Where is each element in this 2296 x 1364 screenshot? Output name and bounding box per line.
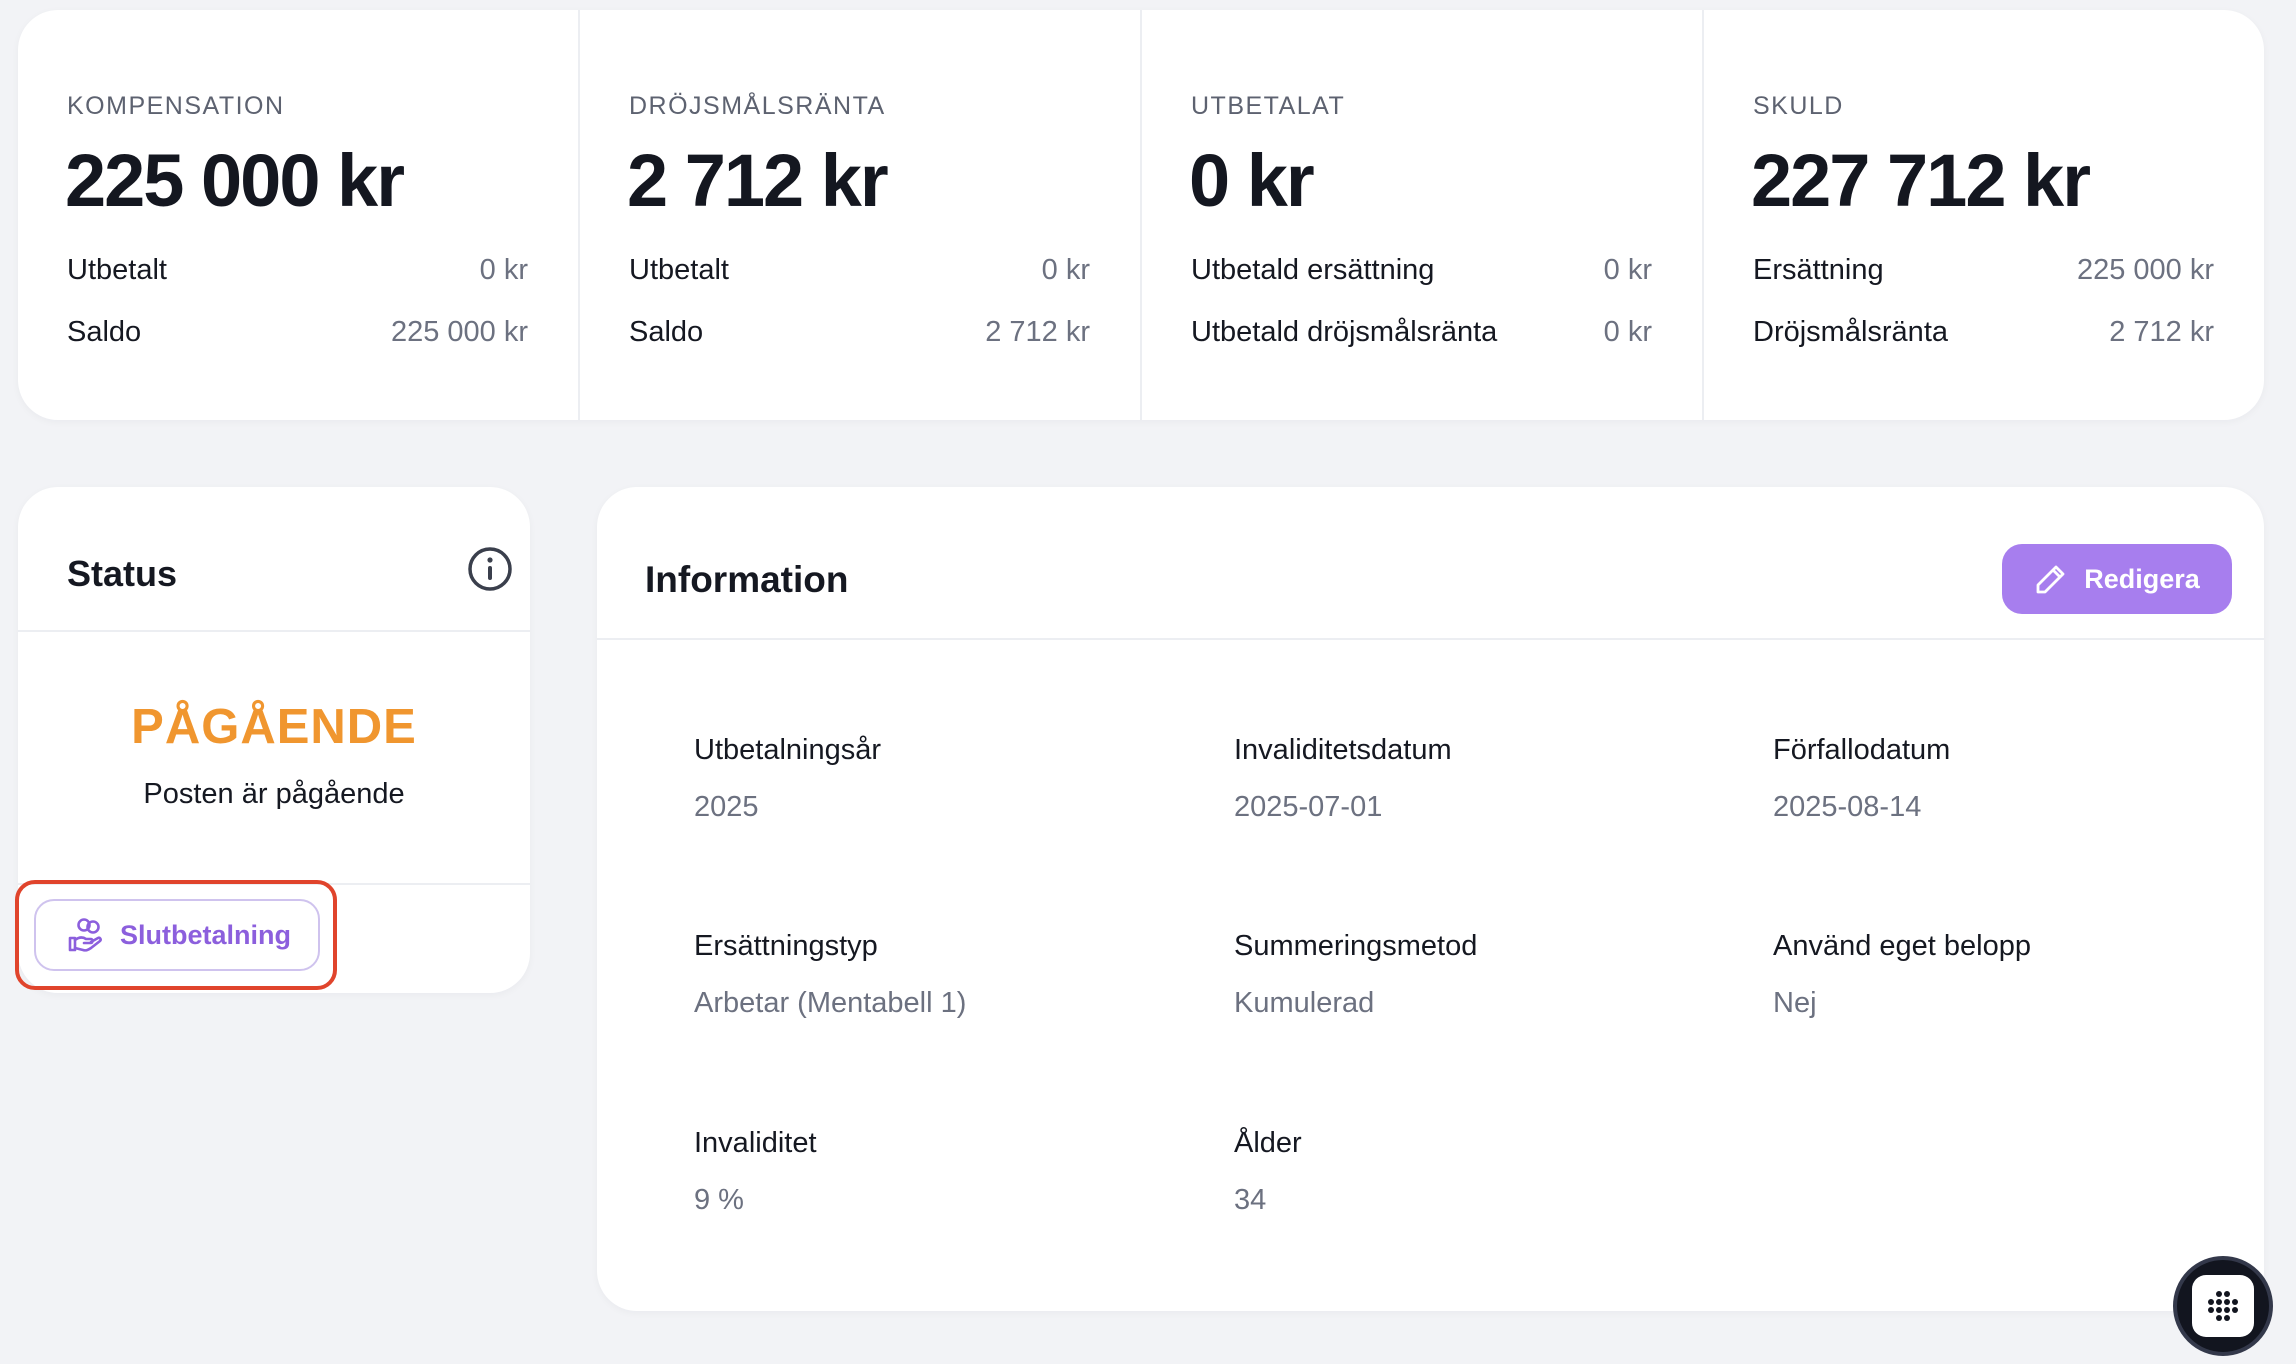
row-label: Utbetalt: [67, 254, 167, 286]
stat-row: Saldo 225 000 kr: [67, 316, 528, 349]
row-label: Dröjsmålsränta: [1753, 316, 1948, 348]
row-value: 225 000 kr: [2076, 254, 2214, 286]
field-label: Förfallodatum: [1773, 734, 1951, 766]
dots-grid-icon: [2192, 1275, 2254, 1337]
field-value: 2025: [694, 791, 759, 823]
row-label: Utbetald dröjsmålsränta: [1191, 316, 1498, 348]
stat-value: 225 000 kr: [65, 139, 405, 222]
row-label: Saldo: [629, 316, 704, 348]
field-value: 34: [1234, 1184, 1267, 1216]
stat-paid: UTBETALAT 0 kr Utbetald ersättning 0 kr …: [1140, 10, 1702, 420]
field-own-amount: Använd eget belopp Nej: [1773, 930, 2031, 1020]
stat-value: 2 712 kr: [627, 139, 889, 222]
field-label: Ersättningstyp: [694, 930, 878, 962]
row-label: Ersättning: [1753, 254, 1884, 286]
stat-row: Ersättning 225 000 kr: [1753, 254, 2214, 287]
divider: [18, 630, 530, 632]
status-card: Status PÅGÅENDE Posten är pågående Slutb…: [15, 487, 530, 993]
help-widget-button[interactable]: [2173, 1256, 2273, 1356]
field-label: Invaliditetsdatum: [1234, 734, 1452, 766]
row-label: Utbetald ersättning: [1191, 254, 1435, 286]
field-value: Nej: [1773, 987, 1817, 1019]
stat-compensation: KOMPENSATION 225 000 kr Utbetalt 0 kr Sa…: [18, 10, 578, 420]
stat-row: Saldo 2 712 kr: [629, 316, 1090, 349]
status-title: Status: [67, 553, 178, 594]
stat-label: SKULD: [1753, 92, 1844, 120]
info-icon[interactable]: [466, 545, 514, 593]
edit-label: Redigera: [2084, 563, 2200, 594]
stat-row: Utbetalt 0 kr: [67, 254, 528, 287]
field-payment-year: Utbetalningsår 2025: [694, 734, 881, 824]
stat-label: KOMPENSATION: [67, 92, 285, 120]
hand-coins-icon: [68, 918, 102, 952]
row-value: 2 712 kr: [2109, 316, 2214, 348]
stat-row: Utbetald dröjsmålsränta 0 kr: [1191, 316, 1652, 349]
edit-button[interactable]: Redigera: [2002, 544, 2232, 614]
field-label: Invaliditet: [694, 1127, 817, 1159]
stat-debt: SKULD 227 712 kr Ersättning 225 000 kr D…: [1702, 10, 2264, 420]
field-compensation-type: Ersättningstyp Arbetar (Mentabell 1): [694, 930, 966, 1020]
information-card: Information Redigera Utbetalningsår 2025…: [597, 487, 2264, 1311]
row-label: Saldo: [67, 316, 142, 348]
field-value: 9 %: [694, 1184, 744, 1216]
field-label: Ålder: [1234, 1127, 1302, 1159]
field-value: 2025-08-14: [1773, 791, 1922, 823]
final-payment-label: Slutbetalning: [120, 919, 291, 950]
row-value: 0 kr: [1603, 254, 1652, 286]
final-payment-highlight: Slutbetalning: [15, 880, 337, 990]
stat-value: 0 kr: [1189, 139, 1315, 222]
field-value: Kumulerad: [1234, 987, 1375, 1019]
field-disability-date: Invaliditetsdatum 2025-07-01: [1234, 734, 1452, 824]
field-age: Ålder 34: [1234, 1127, 1302, 1217]
stat-row: Utbetald ersättning 0 kr: [1191, 254, 1652, 287]
field-due-date: Förfallodatum 2025-08-14: [1773, 734, 1950, 824]
final-payment-button[interactable]: Slutbetalning: [34, 899, 320, 971]
field-label: Använd eget belopp: [1773, 930, 2031, 962]
stat-label: DRÖJSMÅLSRÄNTA: [629, 92, 886, 120]
row-label: Utbetalt: [629, 254, 729, 286]
stat-row: Dröjsmålsränta 2 712 kr: [1753, 316, 2214, 349]
summary-card: KOMPENSATION 225 000 kr Utbetalt 0 kr Sa…: [18, 10, 2264, 420]
field-summation-method: Summeringsmetod Kumulerad: [1234, 930, 1477, 1020]
field-value: Arbetar (Mentabell 1): [694, 987, 967, 1019]
divider: [18, 883, 530, 885]
stat-interest: DRÖJSMÅLSRÄNTA 2 712 kr Utbetalt 0 kr Sa…: [578, 10, 1140, 420]
row-value: 2 712 kr: [985, 316, 1090, 348]
row-value: 0 kr: [479, 254, 528, 286]
field-value: 2025-07-01: [1234, 791, 1383, 823]
field-label: Summeringsmetod: [1234, 930, 1478, 962]
row-value: 0 kr: [1603, 316, 1652, 348]
stat-row: Utbetalt 0 kr: [629, 254, 1090, 287]
row-value: 0 kr: [1041, 254, 1090, 286]
stat-value: 227 712 kr: [1751, 139, 2091, 222]
field-disability: Invaliditet 9 %: [694, 1127, 817, 1217]
status-description: Posten är pågående: [143, 778, 405, 810]
field-label: Utbetalningsår: [694, 734, 881, 766]
divider: [597, 638, 2264, 640]
pencil-icon: [2036, 565, 2065, 594]
information-title: Information: [645, 559, 849, 600]
row-value: 225 000 kr: [390, 316, 528, 348]
stat-label: UTBETALAT: [1191, 92, 1346, 120]
status-state: PÅGÅENDE: [131, 700, 417, 754]
